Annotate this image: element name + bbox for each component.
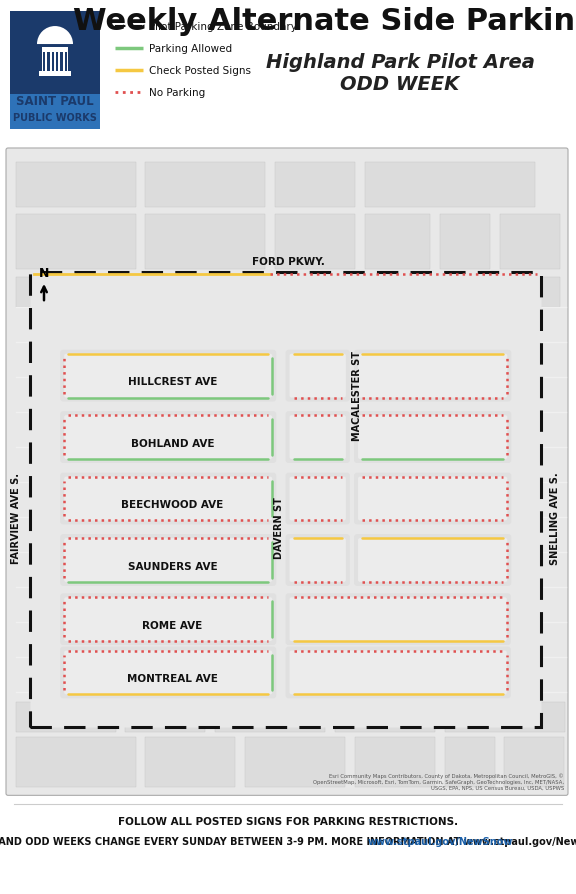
Bar [125, 703, 205, 732]
Text: FOLLOW ALL POSTED SIGNS FOR PARKING RESTRICTIONS.: FOLLOW ALL POSTED SIGNS FOR PARKING REST… [118, 816, 458, 826]
Bar [365, 163, 535, 207]
FancyBboxPatch shape [290, 416, 346, 460]
Bar [365, 215, 430, 270]
Bar [16, 703, 116, 732]
Text: Check Posted Signs: Check Posted Signs [149, 66, 251, 76]
Bar [43, 54, 45, 73]
FancyBboxPatch shape [64, 538, 272, 582]
FancyBboxPatch shape [358, 477, 507, 521]
Bar [16, 278, 166, 308]
Text: ODD WEEK: ODD WEEK [340, 75, 460, 94]
FancyBboxPatch shape [60, 473, 276, 525]
FancyBboxPatch shape [60, 412, 276, 463]
Text: BOHLAND AVE: BOHLAND AVE [131, 438, 214, 448]
Text: PUBLIC WORKS: PUBLIC WORKS [13, 114, 97, 123]
FancyBboxPatch shape [358, 354, 507, 398]
Bar [16, 738, 136, 788]
Text: FORD PKWY.: FORD PKWY. [252, 257, 324, 266]
FancyBboxPatch shape [290, 354, 346, 398]
Text: Highland Park Pilot Area: Highland Park Pilot Area [266, 53, 535, 72]
FancyBboxPatch shape [290, 477, 346, 521]
FancyBboxPatch shape [286, 412, 350, 463]
Bar [285, 278, 365, 308]
Bar [52, 54, 54, 73]
Bar [335, 703, 435, 732]
Text: DAVERN ST: DAVERN ST [274, 496, 283, 559]
Text: Esri Community Maps Contributors, County of Dakota, Metropolitan Council, MetroG: Esri Community Maps Contributors, County… [313, 772, 564, 789]
FancyBboxPatch shape [290, 538, 346, 582]
Text: Pilot Parking Zone Boundary: Pilot Parking Zone Boundary [149, 22, 297, 32]
Text: SNELLING AVE S.: SNELLING AVE S. [550, 472, 560, 565]
Bar [16, 215, 136, 270]
Bar [275, 163, 355, 207]
Bar [10, 12, 100, 130]
FancyBboxPatch shape [286, 594, 511, 645]
FancyBboxPatch shape [290, 651, 507, 695]
Bar [56, 54, 58, 73]
Text: No Parking: No Parking [149, 88, 205, 97]
FancyBboxPatch shape [286, 647, 511, 698]
Bar [500, 215, 560, 270]
Bar [375, 278, 560, 308]
Bar [275, 215, 355, 270]
Text: FAIRVIEW AVE S.: FAIRVIEW AVE S. [11, 473, 21, 564]
FancyBboxPatch shape [60, 350, 276, 402]
Text: EVEN AND ODD WEEKS CHANGE EVERY SUNDAY BETWEEN 3-9 PM. MORE INFORMATION AT www.s: EVEN AND ODD WEEKS CHANGE EVERY SUNDAY B… [0, 836, 576, 847]
Text: MONTREAL AVE: MONTREAL AVE [127, 673, 218, 683]
FancyBboxPatch shape [354, 412, 511, 463]
Text: MACALESTER ST: MACALESTER ST [352, 350, 362, 441]
Bar [440, 215, 490, 270]
Bar [30, 273, 541, 728]
Text: SAUNDERS AVE: SAUNDERS AVE [128, 561, 217, 571]
Bar [65, 54, 67, 73]
FancyBboxPatch shape [64, 651, 272, 695]
FancyBboxPatch shape [354, 535, 511, 586]
FancyBboxPatch shape [64, 597, 272, 641]
FancyBboxPatch shape [290, 597, 507, 641]
Bar [16, 163, 136, 207]
FancyBboxPatch shape [60, 594, 276, 645]
Text: N: N [39, 266, 49, 280]
Bar [445, 703, 565, 732]
FancyBboxPatch shape [354, 350, 511, 402]
FancyBboxPatch shape [286, 350, 350, 402]
Text: HILLCREST AVE: HILLCREST AVE [128, 377, 217, 387]
Text: BEECHWOOD AVE: BEECHWOOD AVE [122, 500, 223, 510]
FancyBboxPatch shape [64, 354, 272, 398]
Text: SAINT PAUL: SAINT PAUL [16, 95, 94, 107]
Bar [145, 738, 235, 788]
Bar [445, 738, 495, 788]
FancyBboxPatch shape [60, 647, 276, 698]
FancyBboxPatch shape [64, 477, 272, 521]
Bar [145, 163, 265, 207]
FancyBboxPatch shape [6, 148, 568, 796]
Bar [39, 72, 71, 77]
Bar [10, 95, 100, 130]
Bar [215, 703, 325, 732]
Bar [60, 54, 63, 73]
Text: Weekly Alternate Side Parking: Weekly Alternate Side Parking [73, 7, 576, 36]
Text: ROME AVE: ROME AVE [142, 620, 203, 630]
Bar [145, 215, 265, 270]
Bar [42, 48, 68, 73]
Text: www.stpaul.gov/NewSnow: www.stpaul.gov/NewSnow [367, 836, 513, 847]
Bar [175, 278, 275, 308]
Text: Parking Allowed: Parking Allowed [149, 44, 232, 54]
FancyBboxPatch shape [358, 416, 507, 460]
FancyBboxPatch shape [358, 538, 507, 582]
Bar [47, 54, 50, 73]
Bar [245, 738, 345, 788]
FancyBboxPatch shape [64, 416, 272, 460]
Bar [355, 738, 435, 788]
FancyBboxPatch shape [60, 535, 276, 586]
FancyBboxPatch shape [286, 535, 350, 586]
FancyBboxPatch shape [354, 473, 511, 525]
Wedge shape [37, 27, 73, 45]
Bar [504, 738, 564, 788]
FancyBboxPatch shape [286, 473, 350, 525]
